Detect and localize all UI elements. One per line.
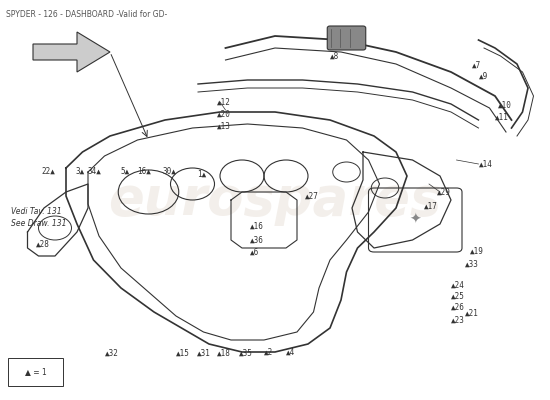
FancyBboxPatch shape [327, 26, 366, 50]
Text: ▲11: ▲11 [495, 112, 509, 121]
Text: ▲7: ▲7 [472, 60, 481, 69]
Text: ▲2: ▲2 [264, 348, 273, 356]
Text: 5▲: 5▲ [120, 167, 129, 176]
Text: ▲20: ▲20 [217, 110, 231, 118]
Text: ▲36: ▲36 [250, 236, 264, 244]
Text: ▲21: ▲21 [465, 308, 478, 317]
Text: ▲26: ▲26 [451, 303, 465, 312]
Text: 34▲: 34▲ [88, 167, 102, 176]
Text: 22▲: 22▲ [41, 167, 55, 176]
Text: ▲12: ▲12 [217, 98, 231, 106]
Text: ▲27: ▲27 [305, 192, 319, 200]
Text: ▲19: ▲19 [470, 246, 484, 255]
Text: ▲28: ▲28 [36, 240, 50, 248]
Text: ▲33: ▲33 [465, 260, 478, 268]
Text: 1▲: 1▲ [197, 170, 206, 178]
Text: ▲29: ▲29 [437, 188, 451, 196]
Text: ▲32: ▲32 [104, 348, 118, 357]
Text: ▲23: ▲23 [451, 316, 465, 324]
Text: ▲24: ▲24 [451, 280, 465, 289]
Text: ▲15: ▲15 [176, 348, 190, 357]
Text: ▲4: ▲4 [286, 348, 295, 356]
Text: ▲18: ▲18 [217, 348, 231, 357]
Text: ▲10: ▲10 [498, 101, 512, 110]
Text: ▲31: ▲31 [197, 348, 211, 357]
Text: 30▲: 30▲ [162, 167, 176, 176]
Text: Vedi Tav. 131: Vedi Tav. 131 [11, 208, 62, 216]
Text: ▲16: ▲16 [250, 222, 264, 230]
Text: ▲14: ▲14 [478, 160, 492, 168]
Text: ▲17: ▲17 [424, 202, 437, 210]
Text: ✦: ✦ [409, 213, 421, 227]
Text: ▲8: ▲8 [330, 52, 339, 60]
Text: SPYDER - 126 - DASHBOARD -Valid for GD-: SPYDER - 126 - DASHBOARD -Valid for GD- [6, 10, 167, 19]
Text: ▲13: ▲13 [217, 122, 231, 130]
Text: ▲ = 1: ▲ = 1 [25, 368, 47, 376]
Text: ▲25: ▲25 [451, 292, 465, 300]
Text: 16▲: 16▲ [138, 167, 151, 176]
Text: ▲9: ▲9 [478, 72, 488, 80]
Text: eurospares: eurospares [108, 174, 442, 226]
Text: 3▲: 3▲ [76, 167, 85, 176]
Text: ▲6: ▲6 [250, 248, 260, 256]
Polygon shape [33, 32, 110, 72]
Text: ▲35: ▲35 [239, 348, 253, 357]
Text: See Draw. 131: See Draw. 131 [11, 220, 67, 228]
